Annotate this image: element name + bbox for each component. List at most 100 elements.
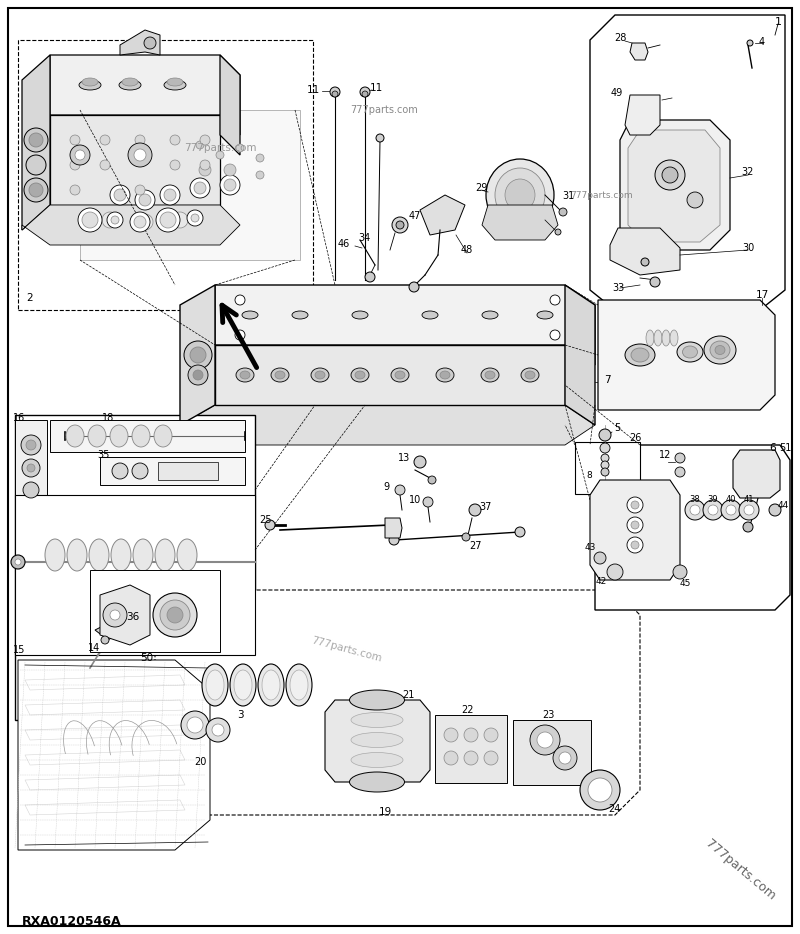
Circle shape	[235, 295, 245, 305]
Text: 34: 34	[358, 233, 370, 243]
Circle shape	[588, 778, 612, 802]
Bar	[575, 442, 640, 494]
Text: 18: 18	[102, 413, 114, 423]
Ellipse shape	[351, 368, 369, 382]
Ellipse shape	[482, 311, 498, 319]
Text: 43: 43	[584, 544, 596, 553]
Text: 11: 11	[370, 83, 382, 93]
Circle shape	[559, 752, 571, 764]
Circle shape	[631, 501, 639, 509]
Circle shape	[580, 770, 620, 810]
Text: 777parts.com: 777parts.com	[570, 191, 633, 201]
Text: 20: 20	[194, 757, 206, 767]
Text: 40: 40	[726, 496, 736, 504]
Polygon shape	[18, 660, 210, 850]
Text: 41: 41	[744, 496, 754, 504]
Circle shape	[29, 133, 43, 147]
Circle shape	[160, 600, 190, 630]
Circle shape	[181, 711, 209, 739]
Polygon shape	[180, 405, 595, 445]
Text: 777parts.com: 777parts.com	[702, 837, 778, 903]
Polygon shape	[595, 445, 790, 610]
Circle shape	[703, 500, 723, 520]
Polygon shape	[628, 130, 720, 242]
Circle shape	[135, 190, 155, 210]
Circle shape	[128, 143, 152, 167]
Ellipse shape	[351, 732, 403, 747]
Ellipse shape	[351, 713, 403, 728]
Text: 23: 23	[542, 710, 554, 720]
Circle shape	[70, 185, 80, 195]
Ellipse shape	[177, 539, 197, 571]
Circle shape	[156, 208, 180, 232]
Bar	[15, 420, 47, 505]
Text: 26: 26	[629, 433, 641, 443]
Text: 7: 7	[604, 375, 610, 385]
Text: 22: 22	[462, 705, 474, 715]
Circle shape	[365, 272, 375, 282]
Circle shape	[721, 500, 741, 520]
Polygon shape	[120, 30, 160, 55]
Ellipse shape	[292, 311, 308, 319]
Text: 10: 10	[409, 495, 421, 505]
Text: 9: 9	[383, 482, 389, 492]
Text: 2: 2	[26, 293, 34, 303]
Polygon shape	[482, 205, 558, 240]
Circle shape	[22, 459, 40, 477]
Bar	[90, 570, 220, 652]
Polygon shape	[620, 120, 730, 250]
Circle shape	[675, 467, 685, 477]
Circle shape	[170, 160, 180, 170]
Text: 5: 5	[614, 423, 620, 433]
Polygon shape	[590, 15, 785, 310]
Circle shape	[160, 185, 180, 205]
Ellipse shape	[485, 371, 495, 379]
Ellipse shape	[495, 168, 545, 222]
Circle shape	[685, 500, 705, 520]
Bar	[435, 715, 507, 783]
Circle shape	[191, 214, 199, 222]
Text: 17: 17	[755, 290, 769, 300]
Ellipse shape	[677, 342, 703, 362]
Circle shape	[15, 559, 21, 565]
Circle shape	[107, 212, 123, 228]
Ellipse shape	[164, 80, 186, 90]
Circle shape	[139, 194, 151, 206]
Text: 11: 11	[306, 85, 320, 95]
Circle shape	[135, 135, 145, 145]
Circle shape	[196, 141, 204, 149]
Ellipse shape	[111, 539, 131, 571]
Polygon shape	[610, 228, 680, 275]
Circle shape	[187, 210, 203, 226]
Circle shape	[739, 500, 759, 520]
Circle shape	[75, 150, 85, 160]
Ellipse shape	[88, 425, 106, 447]
Circle shape	[24, 128, 48, 152]
Circle shape	[553, 746, 577, 770]
Text: 47: 47	[409, 211, 421, 221]
Ellipse shape	[119, 80, 141, 90]
Bar	[158, 462, 218, 480]
Polygon shape	[22, 55, 50, 230]
Ellipse shape	[275, 371, 285, 379]
Circle shape	[29, 183, 43, 197]
Circle shape	[555, 229, 561, 235]
Circle shape	[135, 185, 145, 195]
Circle shape	[631, 521, 639, 529]
Circle shape	[428, 476, 436, 484]
Ellipse shape	[662, 330, 670, 346]
Polygon shape	[220, 55, 240, 155]
Circle shape	[484, 728, 498, 742]
Circle shape	[744, 505, 754, 515]
Ellipse shape	[625, 344, 655, 366]
Circle shape	[170, 135, 180, 145]
Text: 12: 12	[659, 450, 671, 460]
Text: 15: 15	[13, 645, 25, 655]
Text: 46: 46	[338, 239, 350, 249]
Circle shape	[444, 728, 458, 742]
Circle shape	[550, 330, 560, 340]
Polygon shape	[180, 285, 215, 425]
Circle shape	[23, 482, 39, 498]
Circle shape	[726, 505, 736, 515]
Circle shape	[100, 160, 110, 170]
